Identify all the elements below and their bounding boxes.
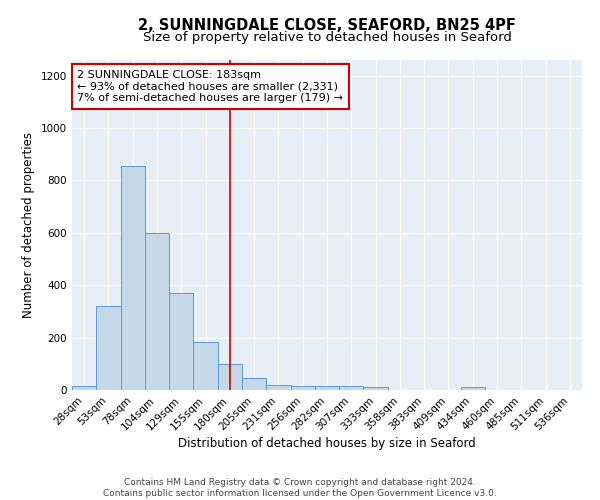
Bar <box>96 306 121 390</box>
Text: 2 SUNNINGDALE CLOSE: 183sqm
← 93% of detached houses are smaller (2,331)
7% of s: 2 SUNNINGDALE CLOSE: 183sqm ← 93% of det… <box>77 70 343 103</box>
Bar <box>364 388 388 390</box>
Bar <box>218 364 242 390</box>
Text: Size of property relative to detached houses in Seaford: Size of property relative to detached ho… <box>143 31 511 44</box>
Text: 2, SUNNINGDALE CLOSE, SEAFORD, BN25 4PF: 2, SUNNINGDALE CLOSE, SEAFORD, BN25 4PF <box>138 18 516 32</box>
Bar <box>193 342 218 390</box>
Text: Contains HM Land Registry data © Crown copyright and database right 2024.
Contai: Contains HM Land Registry data © Crown c… <box>103 478 497 498</box>
Bar <box>169 293 193 390</box>
Bar <box>290 386 315 390</box>
Bar <box>145 233 169 390</box>
Bar <box>315 386 339 390</box>
Bar <box>72 386 96 390</box>
X-axis label: Distribution of detached houses by size in Seaford: Distribution of detached houses by size … <box>178 438 476 450</box>
Y-axis label: Number of detached properties: Number of detached properties <box>22 132 35 318</box>
Bar <box>266 385 290 390</box>
Bar <box>461 387 485 390</box>
Bar <box>339 386 364 390</box>
Bar <box>242 378 266 390</box>
Bar <box>121 166 145 390</box>
